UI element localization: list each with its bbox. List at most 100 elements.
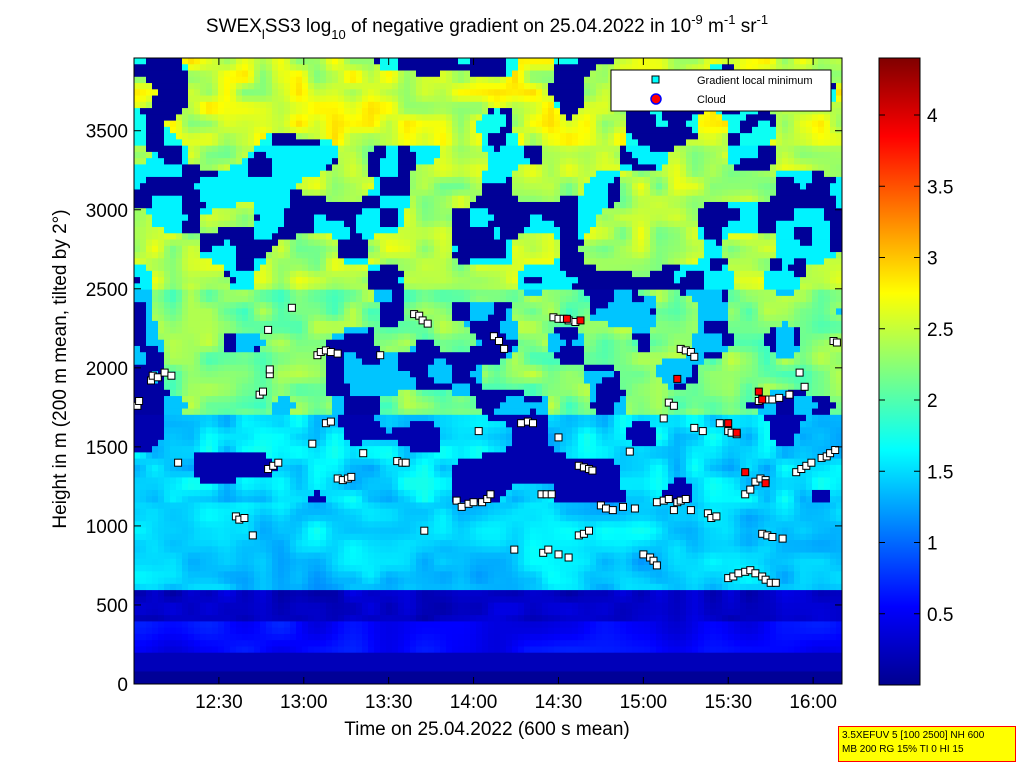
heatmap-cell [170,521,177,529]
heatmap-cell [284,389,291,397]
heatmap-cell [236,558,243,566]
heatmap-cell [188,483,195,491]
heatmap-cell [338,108,345,115]
heatmap-cell [356,571,363,579]
heatmap-cell [344,264,351,272]
heatmap-cell [332,571,339,579]
heatmap-cell [338,83,345,90]
heatmap-cell [260,333,267,341]
heatmap-cell [134,439,141,447]
heatmap-cell [260,414,267,422]
heatmap-cell [422,164,429,172]
heatmap-cell [320,621,327,629]
heatmap-cell [314,133,321,140]
heatmap-cell [290,477,297,485]
heatmap-cell [350,133,357,140]
heatmap-cell [350,590,357,597]
heatmap-cell [338,621,345,629]
heatmap-cell [284,364,291,372]
heatmap-cell [296,126,303,134]
heatmap-cell [398,64,405,72]
heatmap-cell [158,302,165,309]
heatmap-cell [356,439,363,447]
heatmap-cell [230,145,237,153]
heatmap-cell [326,95,333,103]
heatmap-cell [278,183,285,191]
heatmap-cell [404,464,411,472]
heatmap-cell [290,677,297,684]
heatmap-cell [236,371,243,378]
heatmap-cell [248,514,255,522]
heatmap-cell [206,371,213,378]
heatmap-cell [314,183,321,191]
heatmap-cell [332,483,339,491]
heatmap-cell [224,239,231,247]
heatmap-cell [398,277,405,284]
heatmap-cell [140,308,147,316]
heatmap-cell [134,608,141,616]
heatmap-cell [236,540,243,547]
heatmap-cell [176,283,183,291]
heatmap-cell [320,333,327,341]
heatmap-cell [140,371,147,378]
heatmap-cell [368,514,375,522]
heatmap-cell [248,214,255,222]
heatmap-cell [386,596,393,604]
heatmap-cell [356,70,363,78]
heatmap-cell [296,164,303,172]
heatmap-cell [290,158,297,166]
heatmap-cell [224,227,231,234]
heatmap-cell [176,201,183,209]
heatmap-cell [236,64,243,72]
heatmap-cell [140,145,147,153]
heatmap-cell [164,233,171,241]
heatmap-cell [170,427,177,435]
heatmap-cell [416,446,423,453]
heatmap-cell [254,402,261,410]
heatmap-cell [368,527,375,535]
heatmap-cell [278,352,285,360]
heatmap-cell [182,64,189,72]
heatmap-cell [146,333,153,341]
heatmap-cell [134,83,141,90]
heatmap-cell [266,220,273,228]
heatmap-cell [248,295,255,303]
heatmap-cell [344,527,351,535]
heatmap-cell [278,120,285,128]
heatmap-cell [368,139,375,147]
heatmap-cell [260,665,267,673]
heatmap-cell [362,383,369,391]
heatmap-cell [206,677,213,684]
heatmap-cell [200,333,207,341]
heatmap-cell [416,371,423,378]
heatmap-cell [374,183,381,191]
heatmap-cell [314,483,321,491]
heatmap-cell [332,220,339,228]
heatmap-cell [242,446,249,453]
heatmap-cell [338,170,345,178]
heatmap-cell [284,552,291,560]
heatmap-cell [212,464,219,472]
heatmap-cell [350,421,357,428]
heatmap-cell [380,489,387,497]
heatmap-cell [152,170,159,178]
heatmap-cell [284,76,291,84]
heatmap-cell [314,170,321,178]
heatmap-cell [344,364,351,372]
heatmap-cell [428,596,435,604]
heatmap-cell [362,120,369,128]
heatmap-cell [326,258,333,266]
heatmap-cell [410,58,417,65]
heatmap-cell [380,176,387,184]
heatmap-cell [266,489,273,497]
heatmap-cell [218,489,225,497]
heatmap-cell [356,665,363,673]
heatmap-cell [380,345,387,353]
heatmap-cell [146,577,153,585]
heatmap-cell [344,70,351,78]
heatmap-cell [230,120,237,128]
heatmap-cell [182,414,189,422]
heatmap-cell [272,483,279,491]
heatmap-cell [158,408,165,416]
heatmap-cell [428,552,435,560]
